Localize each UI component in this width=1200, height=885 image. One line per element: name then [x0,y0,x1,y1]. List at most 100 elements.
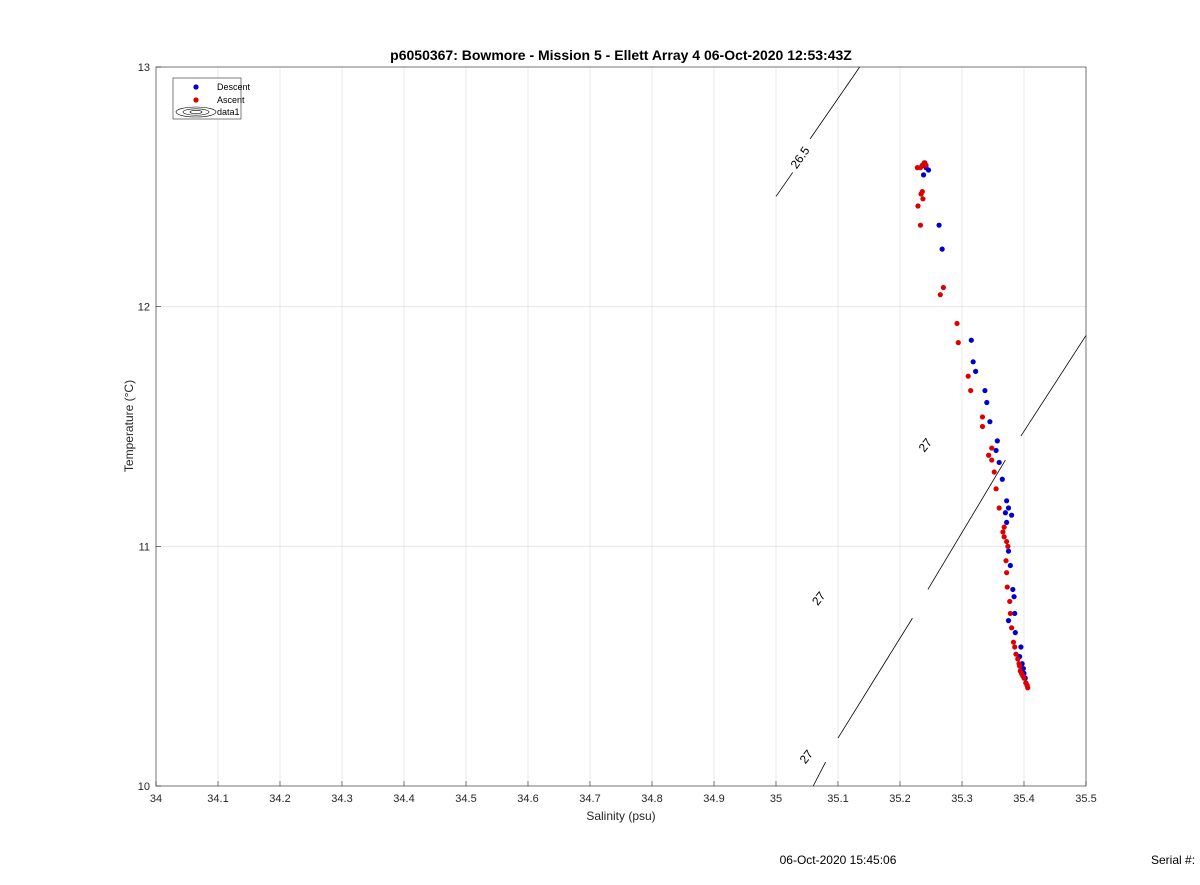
contour-level-label: 26.5 [788,144,813,171]
ascent-point [979,423,986,430]
x-tick-label: 34.8 [641,793,662,805]
ascent-point [915,203,921,209]
ascent-point [1005,543,1011,549]
descent-point [982,387,988,394]
ascent-point [1017,663,1023,669]
descent-point [939,246,945,252]
ascent-point [923,162,929,168]
ascent-point [1025,685,1031,691]
descent-point [925,167,932,173]
descent-point [1012,630,1018,636]
ascent-point [996,505,1002,511]
ascent-point [1007,598,1013,605]
x-tick-label: 34.5 [455,793,476,805]
contour-line [775,172,794,197]
ascent-point [940,284,947,291]
descent-point [970,359,976,365]
series-descent [920,160,1030,688]
series-ascent [914,160,1031,691]
x-tick-label: 35.5 [1075,793,1096,805]
y-axis-label: Temperature (°C) [122,380,136,472]
descent-point [994,438,1000,444]
x-tick-label: 35.1 [827,793,848,805]
y-tick-label: 11 [139,541,150,553]
descent-point [1005,505,1012,511]
ascent-point [965,373,971,379]
ascent-point [993,486,999,492]
density-contours: 26.5 27 27 27 [775,66,1087,787]
x-tick-label: 34.2 [269,793,290,805]
descent-point [1005,548,1012,554]
ascent-point [917,222,924,228]
legend-contour-icon [175,106,217,118]
descent-point [1005,618,1012,624]
descent-point [984,399,990,406]
chart-title: p6050367: Bowmore - Mission 5 - Ellett A… [390,47,852,63]
ascent-point [1004,570,1010,576]
contour-level-label: 27 [809,589,828,608]
ascent-point [920,196,926,202]
chart-legend: Descent Ascent data1 [172,77,251,120]
x-axis-ticks: 34 34.1 34.2 34.3 34.4 34.5 34.6 34.7 34.8 34.9 35… [150,781,1097,805]
grid-lines [155,66,1087,787]
contour-line [927,459,1006,590]
ascent-point [1015,656,1021,662]
descent-point [1004,519,1010,525]
x-tick-label: 34.6 [517,793,538,805]
descent-point [1004,498,1010,504]
x-tick-label: 35.4 [1013,793,1034,805]
ascent-point [918,191,924,197]
x-tick-label: 35 [770,793,782,805]
x-tick-label: 34 [150,793,162,805]
contour-line [837,618,913,739]
ascent-point [968,387,974,394]
contour-level-label: 27 [797,747,816,766]
legend-descent-label: Descent [217,82,251,92]
ascent-point [1003,558,1009,564]
descent-point [973,368,979,374]
legend-box [172,77,242,120]
plot-area-frame [155,66,1087,787]
x-tick-label: 35.2 [889,793,910,805]
x-tick-label: 34.1 [207,793,228,805]
legend-ascent-label: Ascent [217,95,245,105]
contour-line [1020,335,1087,437]
ascent-point [989,445,995,451]
footer-serial-label: Serial #: [1151,853,1195,867]
x-tick-label: 35.3 [951,793,972,805]
ascent-point [1000,529,1006,535]
ascent-point [1007,610,1013,617]
contour-line [809,66,861,140]
y-tick-label: 12 [138,302,150,314]
y-tick-label: 13 [138,62,150,74]
contour-line [812,761,826,787]
ascent-point [1004,538,1010,545]
descent-point [936,222,942,228]
x-tick-label: 34.4 [393,793,414,805]
descent-point [993,447,999,454]
x-tick-label: 34.3 [331,793,352,805]
ascent-point [1012,644,1018,650]
ascent-point [991,469,997,475]
descent-point [1010,586,1016,593]
ascent-point [1021,675,1027,681]
contour-level-label: 27 [916,435,935,454]
ascent-point [955,340,961,346]
descent-point [1002,510,1009,516]
x-tick-label: 34.7 [579,793,600,805]
descent-point [1018,644,1024,650]
legend-ascent-marker [193,97,199,103]
descent-point [1012,610,1018,617]
ascent-point [1013,651,1019,657]
ascent-point [1004,584,1010,590]
ascent-point [1001,534,1007,540]
ascent-point [1009,625,1015,631]
descent-point [999,476,1005,482]
legend-data1-label: data1 [217,107,240,117]
ascent-point [989,457,995,463]
y-axis-ticks: 10 11 12 13 [138,62,161,793]
ascent-point [1001,524,1007,530]
ascent-point [954,320,960,327]
ascent-point [937,292,943,298]
